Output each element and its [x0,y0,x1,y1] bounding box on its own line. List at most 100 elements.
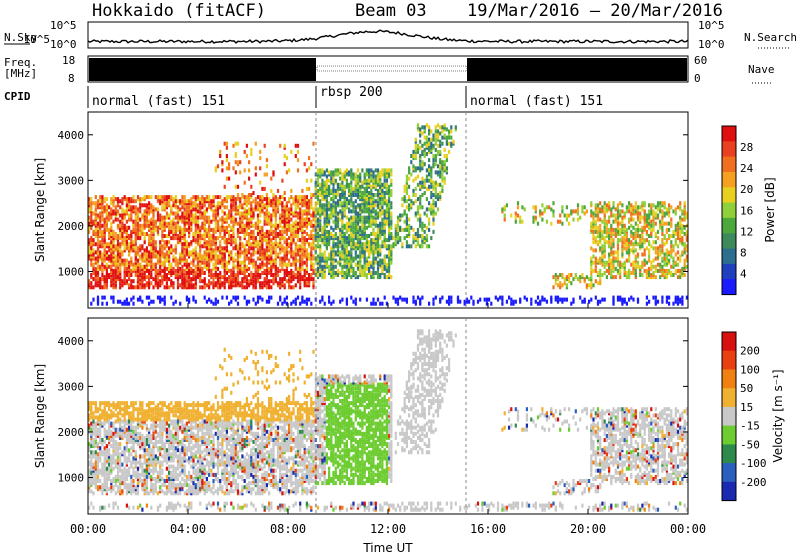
echo-cell [381,197,383,201]
noise-series [88,30,688,43]
echo-cell [230,220,232,224]
echo-cell [295,298,297,302]
echo-cell [215,230,217,234]
echo-cell [226,226,228,230]
echo-cell [644,226,646,230]
echo-cell [590,246,592,250]
echo-cell [90,214,92,218]
echo-cell [110,232,112,236]
echo-cell [421,177,423,181]
echo-cell [217,220,219,224]
echo-cell [317,255,319,259]
echo-cell [604,205,606,209]
echo-cell [421,185,423,189]
echo-cell [272,201,274,205]
echo-cell [612,201,614,205]
echo-cell [419,146,421,150]
echo-cell [355,193,357,197]
echo-cell [306,277,308,281]
echo-cell [159,199,161,203]
echo-cell [592,234,594,238]
echo-cell [410,173,412,177]
echo-cell [441,185,443,189]
echo-cell [448,142,450,146]
echo-cell [428,218,430,222]
echo-cell [292,250,294,254]
echo-cell [615,207,617,211]
echo-cell [117,234,119,238]
echo-cell [95,250,97,254]
echo-cell [532,216,534,220]
echo-cell [215,298,217,302]
echo-cell [126,209,128,213]
echo-cell [101,201,103,205]
echo-cell [295,302,297,306]
echo-cell [381,218,383,222]
echo-cell [90,273,92,277]
echo-cell [108,265,110,269]
echo-cell [270,279,272,283]
echo-cell [570,209,572,213]
echo-cell [170,195,172,199]
echo-cell [246,222,248,226]
echo-cell [172,230,174,234]
echo-cell [395,224,397,228]
echo-cell [641,236,643,240]
echo-cell [192,214,194,218]
echo-cell [217,195,219,199]
echo-cell [237,193,239,197]
echo-cell [370,177,372,181]
echo-cell [124,242,126,246]
echo-cell [90,281,92,285]
echo-cell [250,246,252,250]
echo-cell [235,238,237,242]
echo-cell [295,207,297,211]
echo-cell [170,279,172,283]
echo-cell [619,296,621,300]
freq-block-2 [317,66,467,71]
echo-cell [339,203,341,207]
echo-cell [615,214,617,218]
echo-cell [117,253,119,257]
echo-cell [417,205,419,209]
echo-cell [384,296,386,300]
echo-cell [388,253,390,257]
echo-cell [199,197,201,201]
echo-cell [130,283,132,287]
echo-cell [166,222,168,226]
echo-cell [328,300,330,304]
echo-cell [364,265,366,269]
echo-cell [350,296,352,300]
echo-cell [306,232,308,236]
echo-cell [435,181,437,185]
echo-cell [632,261,634,265]
echo-cell [277,253,279,257]
echo-cell [304,218,306,222]
echo-cell [292,261,294,265]
echo-cell [244,259,246,263]
echo-cell [326,179,328,183]
echo-cell [295,253,297,257]
echo-cell [630,218,632,222]
echo-cell [357,261,359,265]
echo-cell [337,248,339,252]
echo-cell [295,220,297,224]
echo-cell [237,261,239,265]
echo-cell [232,166,234,170]
echo-cell [381,265,383,269]
echo-cell [112,296,114,300]
echo-cell [266,253,268,257]
echo-cell [144,248,146,252]
echo-cell [424,152,426,156]
echo-cell [148,277,150,281]
echo-cell [621,224,623,228]
echo-cell [128,302,130,306]
echo-cell [332,170,334,174]
echo-cell [319,199,321,203]
echo-cell [250,281,252,285]
echo-cell [228,209,230,213]
echo-cell [281,277,283,281]
echo-cell [235,265,237,269]
echo-cell [428,179,430,183]
echo-cell [626,205,628,209]
